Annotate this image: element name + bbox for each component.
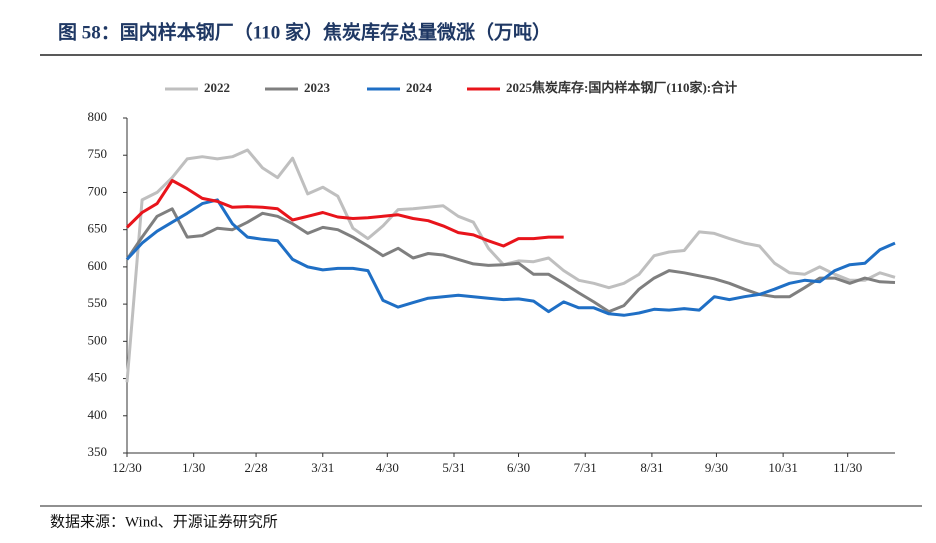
series-line bbox=[125, 207, 896, 314]
y-tick-label: 450 bbox=[88, 370, 108, 385]
y-tick-label: 650 bbox=[88, 221, 108, 236]
y-tick-label: 750 bbox=[88, 146, 108, 161]
y-tick-label: 350 bbox=[88, 444, 108, 459]
y-tick-label: 800 bbox=[88, 109, 108, 124]
x-tick-label: 8/31 bbox=[640, 460, 663, 475]
y-tick-label: 400 bbox=[88, 407, 108, 422]
x-tick-label: 2/28 bbox=[245, 460, 268, 475]
x-tick-label: 11/30 bbox=[833, 460, 862, 475]
x-tick-label: 4/30 bbox=[376, 460, 399, 475]
source-note: 数据来源：Wind、开源证券研究所 bbox=[50, 513, 278, 530]
legend-label: 2025焦炭库存:国内样本钢厂(110家):合计 bbox=[506, 80, 737, 95]
legend-label: 2022 bbox=[204, 80, 230, 95]
series-line bbox=[125, 198, 896, 317]
y-tick-label: 550 bbox=[88, 295, 108, 310]
x-tick-label: 10/31 bbox=[768, 460, 798, 475]
legend-label: 2024 bbox=[406, 80, 433, 95]
y-tick-label: 600 bbox=[88, 258, 108, 273]
series-line bbox=[125, 179, 564, 248]
x-tick-label: 9/30 bbox=[705, 460, 728, 475]
y-tick-label: 700 bbox=[88, 183, 108, 198]
x-tick-label: 6/30 bbox=[507, 460, 530, 475]
x-tick-label: 7/31 bbox=[574, 460, 597, 475]
series-line bbox=[125, 148, 896, 383]
x-tick-label: 1/30 bbox=[182, 460, 205, 475]
legend-label: 2023 bbox=[304, 80, 331, 95]
y-tick-label: 500 bbox=[88, 332, 108, 347]
x-tick-label: 5/31 bbox=[442, 460, 465, 475]
chart-title: 图 58：国内样本钢厂（110 家）焦炭库存总量微涨（万吨） bbox=[58, 20, 551, 43]
x-tick-label: 12/30 bbox=[112, 460, 142, 475]
x-tick-label: 3/31 bbox=[311, 460, 334, 475]
